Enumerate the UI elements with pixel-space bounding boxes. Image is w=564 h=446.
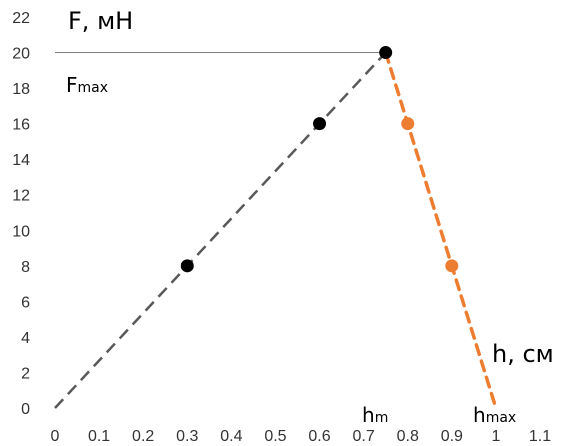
hmax-label: hmax — [473, 403, 516, 427]
y-tick-label: 14 — [12, 152, 30, 169]
x-tick-label: 0.2 — [132, 428, 154, 445]
x-tick-label: 0.5 — [264, 428, 286, 445]
x-axis-label: h, см — [492, 340, 554, 368]
fmax-label-sub: max — [78, 80, 109, 96]
data-point — [313, 117, 327, 131]
x-tick-label: 0.8 — [397, 428, 419, 445]
y-tick-label: 16 — [12, 117, 30, 134]
y-tick-labels: 0 2 4 6 8 10 12 14 16 18 20 22 — [12, 10, 30, 418]
x-tick-label: 1.1 — [529, 428, 551, 445]
hm-label: hm — [362, 403, 388, 427]
series-lines — [54, 50, 498, 410]
y-tick-label: 8 — [21, 259, 30, 276]
hm-label-sub: m — [375, 410, 389, 426]
y-tick-label: 2 — [21, 365, 30, 382]
y-tick-label: 10 — [12, 223, 30, 240]
y-tick-label: 18 — [12, 81, 30, 98]
data-point — [379, 46, 393, 60]
y-tick-label: 0 — [21, 401, 30, 418]
x-tick-label: 0.3 — [176, 428, 198, 445]
x-tick-label: 0 — [51, 428, 60, 445]
x-tick-label: 0.7 — [353, 428, 375, 445]
fmax-label: Fmax — [66, 73, 108, 97]
data-point — [180, 259, 194, 273]
hmax-label-main: h — [473, 403, 486, 427]
hm-label-main: h — [362, 403, 375, 427]
y-axis-label: F, мН — [68, 7, 133, 35]
y-tick-label: 22 — [12, 10, 30, 27]
data-points — [180, 46, 459, 273]
fmax-label-main: F — [66, 73, 78, 97]
hmax-label-sub: max — [486, 410, 517, 426]
y-tick-label: 6 — [21, 294, 30, 311]
series-line — [54, 51, 387, 409]
y-tick-label: 4 — [21, 330, 30, 347]
x-tick-label: 1 — [491, 428, 500, 445]
data-point — [401, 117, 415, 131]
x-tick-label: 0.9 — [441, 428, 463, 445]
y-tick-label: 20 — [12, 46, 30, 63]
series-line — [383, 50, 498, 410]
x-tick-label: 0.4 — [220, 428, 242, 445]
data-point — [445, 259, 459, 273]
x-tick-labels: 0 0.1 0.2 0.3 0.4 0.5 0.6 0.7 0.8 0.9 1 1.1 — [51, 428, 552, 445]
y-tick-label: 12 — [12, 188, 30, 205]
x-tick-label: 0.1 — [88, 428, 110, 445]
x-tick-label: 0.6 — [308, 428, 330, 445]
